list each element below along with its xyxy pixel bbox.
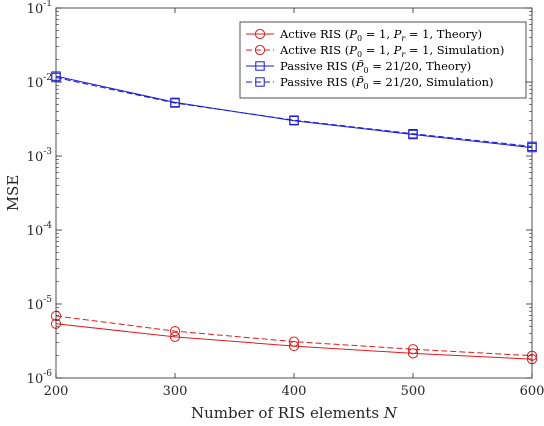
x-tick-label: 200 [44, 384, 69, 399]
legend-marker-active-theory [254, 28, 266, 40]
series-line-passive-theory [55, 75, 533, 149]
legend: Active RIS (P0 = 1, Pr = 1, Theory) Acti… [239, 21, 527, 99]
data-point-passive-simulation [289, 115, 299, 125]
y-axis-label: MSE [4, 175, 22, 212]
data-point-active-simulation [407, 344, 419, 355]
x-tick-label: 300 [163, 384, 188, 399]
legend-entry-passive-simulation: Passive RIS (P̃0 = 21/20, Simulation) [280, 75, 494, 91]
y-tick-label: 10-2 [27, 73, 52, 91]
y-tick-label: 10-6 [27, 369, 53, 387]
legend-marker-passive-theory [255, 61, 265, 71]
data-point-active-theory [407, 348, 419, 359]
legend-marker-active-simulation [254, 44, 266, 56]
data-point-active-simulation [288, 336, 300, 347]
legend-box [239, 21, 527, 99]
y-tick-label: 10-1 [27, 0, 52, 17]
legend-marker-passive-simulation [255, 77, 265, 87]
y-tick-label: 10-4 [27, 221, 53, 239]
legend-entry-passive-theory: Passive RIS (P̃0 = 21/20, Theory) [280, 59, 471, 75]
legend-entry-active-theory: Active RIS (P0 = 1, Pr = 1, Theory) [279, 27, 482, 43]
y-tick-label: 10-5 [27, 295, 53, 313]
series-line-active-simulation [55, 315, 533, 357]
data-point-active-theory [169, 331, 181, 342]
x-tick-label: 500 [401, 384, 426, 399]
y-tick-label: 10-3 [27, 147, 53, 165]
series-line-passive-simulation [55, 77, 533, 147]
legend-entry-active-simulation: Active RIS (P0 = 1, Pr = 1, Simulation) [279, 43, 504, 59]
plot-frame [55, 7, 533, 379]
data-point-passive-simulation [408, 129, 418, 139]
x-tick-label: 400 [282, 384, 307, 399]
data-point-passive-simulation [170, 98, 180, 108]
x-axis-label: Number of RIS elements N [191, 404, 398, 422]
x-tick-label: 600 [520, 384, 544, 399]
data-point-active-simulation [169, 326, 181, 337]
